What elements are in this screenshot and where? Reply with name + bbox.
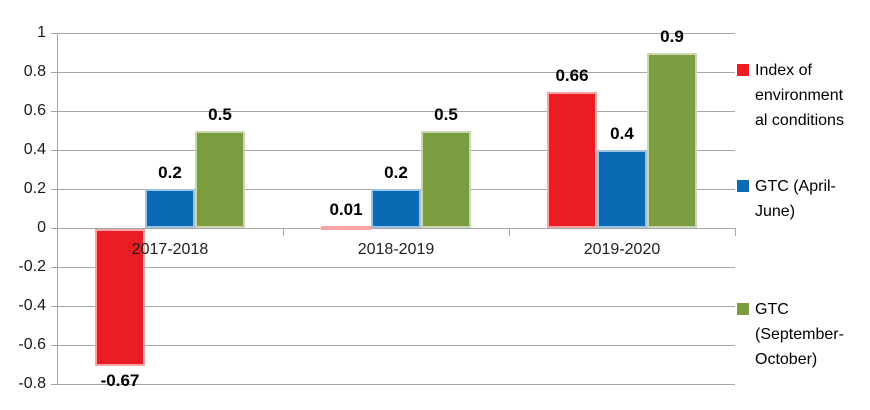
y-axis-tick: [51, 384, 57, 385]
legend-item: GTC (April- June): [737, 174, 836, 224]
bar-2018-2019-series-2: [421, 131, 471, 228]
y-axis-tick-label: -0.4: [18, 297, 46, 314]
bar-2019-2020-series-2: [647, 53, 697, 228]
data-label: 0.2: [384, 163, 408, 182]
legend-item-label: Index of environment al conditions: [755, 58, 844, 133]
legend-label-line: Index of: [755, 62, 812, 79]
data-label: 0.5: [434, 105, 458, 124]
category-label: 2018-2019: [357, 241, 435, 258]
legend-label-line: June): [755, 203, 796, 220]
legend-item-label: GTC (April- June): [755, 174, 836, 224]
legend-label-line: GTC: [755, 301, 789, 318]
legend-item: GTC (September- October): [737, 297, 844, 372]
y-axis-tick-label: 0.8: [23, 63, 46, 80]
data-label: 0.2: [158, 163, 182, 182]
y-axis-tick-label: -0.6: [18, 336, 46, 353]
gridline: [57, 72, 735, 73]
data-label: 0.9: [660, 27, 684, 46]
y-axis-tick: [51, 345, 57, 346]
y-axis-tick: [51, 306, 57, 307]
legend-label-line: October): [755, 351, 818, 368]
gridline: [57, 267, 735, 268]
bar-2017-2018-series-1: [145, 189, 195, 228]
category-label: 2019-2020: [583, 241, 661, 258]
gridline: [57, 345, 735, 346]
legend-label-line: GTC (April-: [755, 178, 836, 195]
bar-2018-2019-series-0: [321, 226, 371, 230]
bar-2017-2018-series-0: [95, 229, 145, 366]
bar-2019-2020-series-1: [597, 150, 647, 228]
y-axis-tick: [51, 228, 57, 229]
legend-item: Index of environment al conditions: [737, 58, 844, 133]
legend: Index of environment al conditions GTC (Apr…: [737, 0, 869, 410]
y-axis-tick-label: -0.8: [18, 375, 46, 392]
bar-2017-2018-series-2: [195, 131, 245, 228]
y-axis-tick: [51, 72, 57, 73]
y-axis-tick: [51, 150, 57, 151]
legend-label-line: al conditions: [755, 112, 844, 129]
category-label: 2017-2018: [131, 241, 209, 258]
data-label: 0.66: [555, 66, 589, 85]
legend-swatch-icon: [737, 64, 749, 76]
gridline: [57, 384, 735, 385]
y-axis-tick-label: 0.4: [23, 141, 46, 158]
data-label: 0.01: [329, 200, 363, 219]
y-axis-tick-label: 0.6: [23, 102, 46, 119]
legend-label-line: environment: [755, 87, 844, 104]
y-axis-tick: [51, 111, 57, 112]
data-label: 0.4: [610, 124, 634, 143]
y-axis-tick-label: 0.2: [23, 180, 46, 197]
gridline: [57, 306, 735, 307]
bar-2019-2020-series-0: [547, 92, 597, 228]
data-label: -0.67: [100, 371, 140, 390]
y-axis-tick: [51, 189, 57, 190]
category-axis-tick: [283, 228, 284, 236]
y-axis-tick-label: 0: [37, 219, 46, 236]
y-axis-tick-label: 1: [37, 24, 46, 41]
gridline: [57, 228, 735, 229]
gridline: [57, 33, 735, 34]
legend-swatch-icon: [737, 180, 749, 192]
category-axis-tick: [509, 228, 510, 236]
legend-label-line: (September-: [755, 326, 844, 343]
y-axis-tick: [51, 267, 57, 268]
bar-2018-2019-series-1: [371, 189, 421, 228]
legend-swatch-icon: [737, 303, 749, 315]
data-label: 0.5: [208, 105, 232, 124]
y-axis-line: [57, 33, 58, 385]
gridline: [57, 111, 735, 112]
category-axis-tick: [735, 228, 736, 236]
y-axis-tick-label: -0.2: [18, 258, 46, 275]
legend-item-label: GTC (September- October): [755, 297, 844, 372]
gridline: [57, 150, 735, 151]
y-axis-tick: [51, 33, 57, 34]
